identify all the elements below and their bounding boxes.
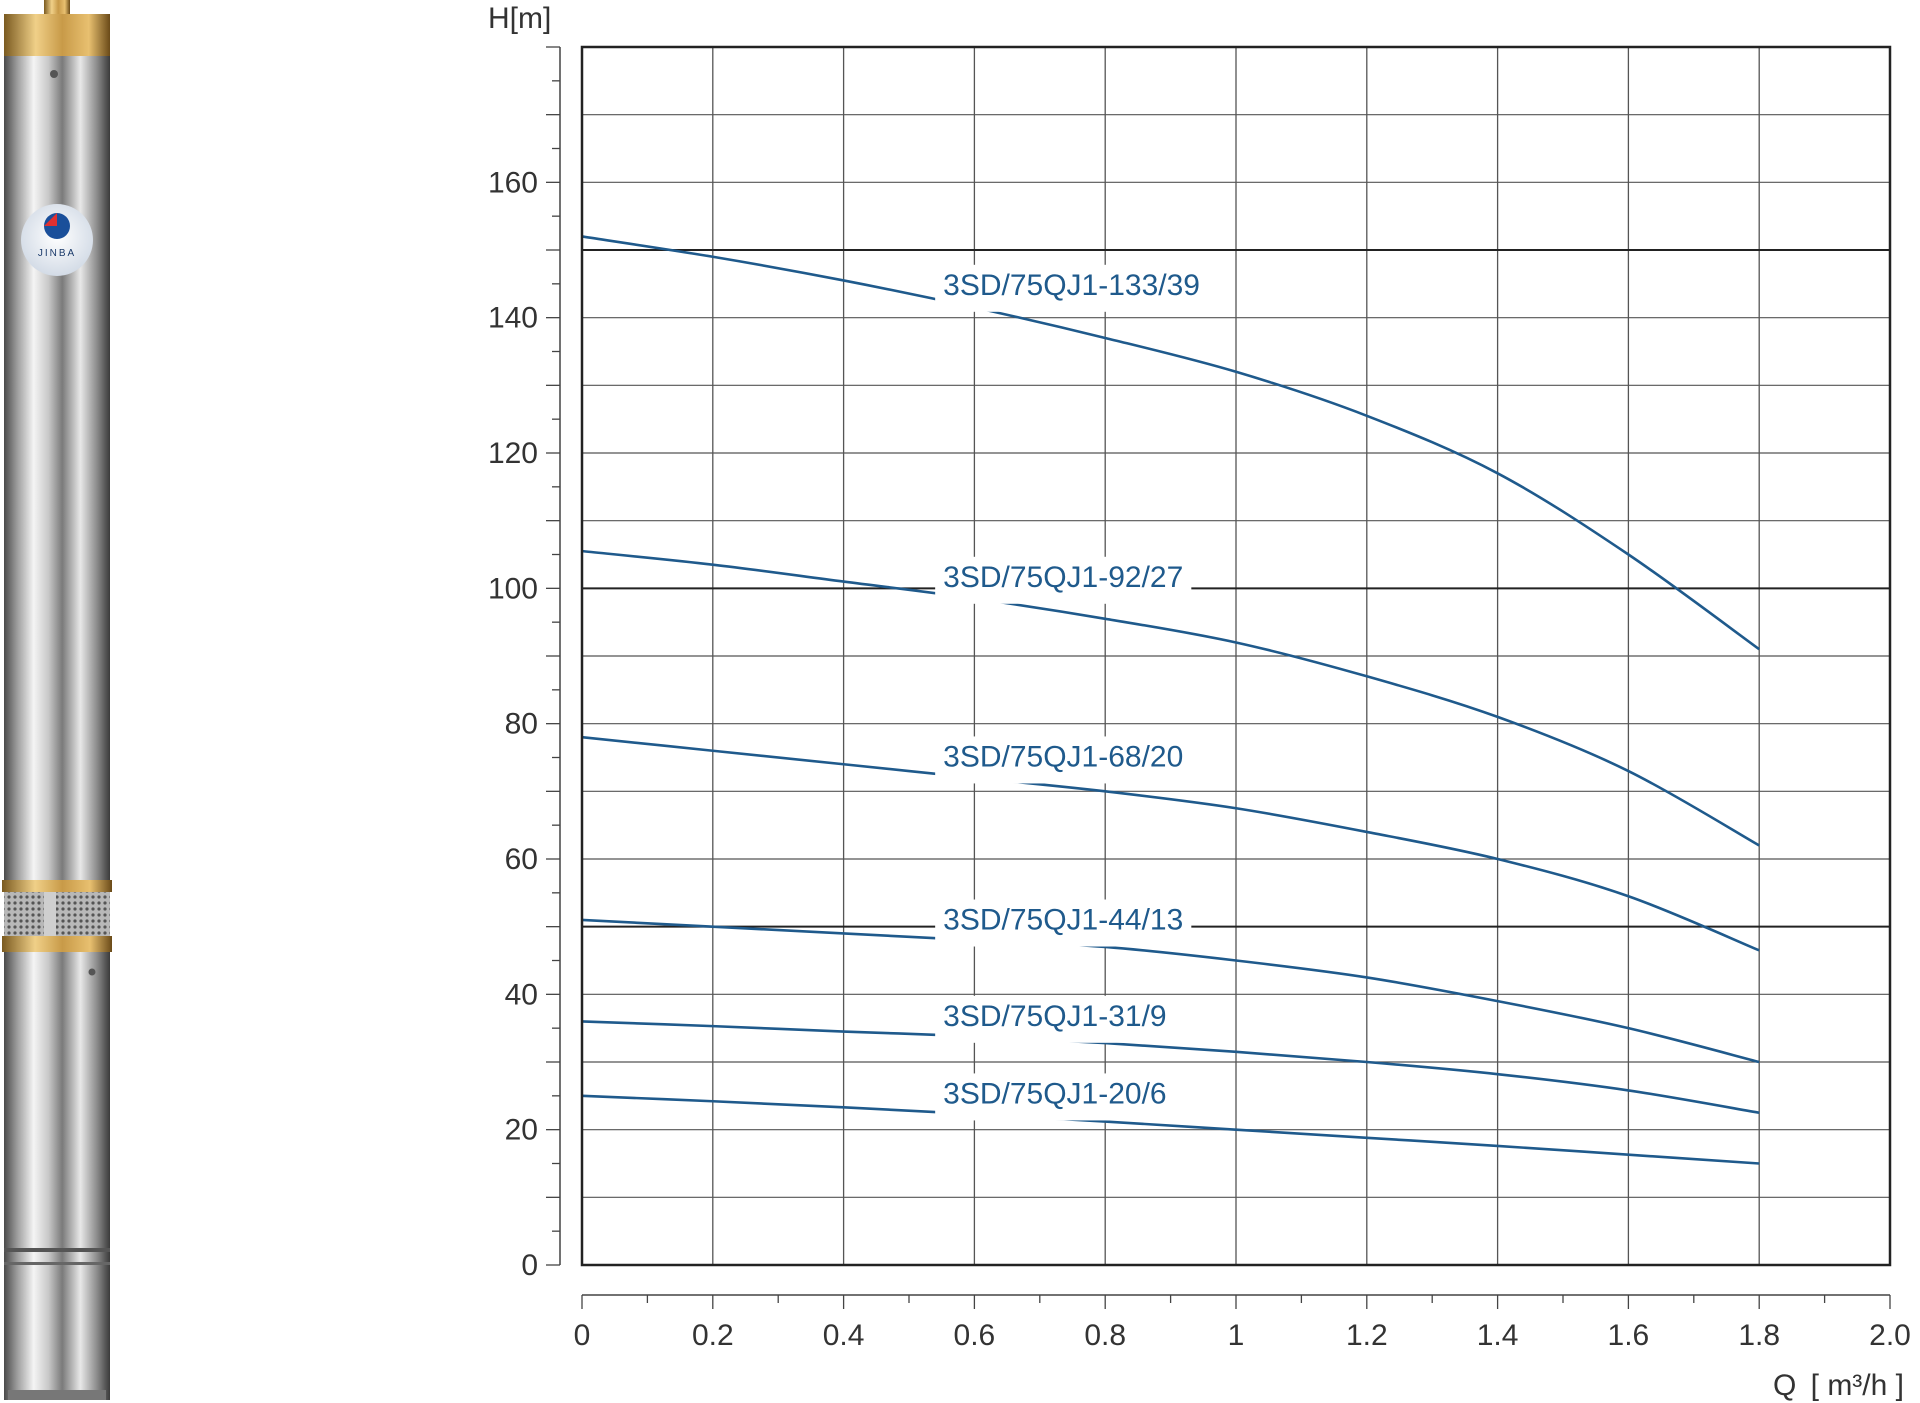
y-axis-title: H[m] <box>488 2 551 35</box>
x-tick-label: 1 <box>1228 1319 1245 1352</box>
motor-body <box>4 952 110 1400</box>
y-tick-label: 40 <box>505 978 538 1011</box>
y-tick-label: 160 <box>488 166 538 199</box>
pump-illustration: JINBA <box>2 0 112 1400</box>
logo-text: JINBA <box>38 248 76 259</box>
axes: 0 20 40 60 80 100 120 140 160 0 0.2 0.4 0.6 0.8 1 1.2 1.… <box>488 46 1911 1352</box>
x-axis-title: Q [ m³/h ] <box>1773 1369 1904 1402</box>
curve-label: 3SD/75QJ1-31/9 <box>943 1000 1166 1033</box>
curves <box>581 235 1760 1165</box>
curve-label: 3SD/75QJ1-68/20 <box>943 740 1183 773</box>
curve-label-bg <box>935 995 1175 1043</box>
plot-frame <box>580 45 1892 1267</box>
curve-label-bg <box>935 1073 1175 1121</box>
intake-screen <box>4 892 110 936</box>
curve-label-bg <box>935 556 1192 604</box>
x-tick-label: 0.4 <box>823 1319 865 1352</box>
curve-line <box>581 235 1760 651</box>
curve-line <box>581 1094 1760 1165</box>
curve-line <box>581 1020 1760 1115</box>
upper-brass-ring <box>2 880 112 892</box>
x-tick-label: 2.0 <box>1869 1319 1911 1352</box>
y-tick-label: 60 <box>505 843 538 876</box>
top-brass-cap <box>4 14 110 56</box>
curve-label-bg <box>935 899 1192 947</box>
x-tick-label: 1.8 <box>1738 1319 1780 1352</box>
curve-line <box>581 735 1760 952</box>
lower-brass-ring <box>2 936 112 952</box>
outlet-nipple <box>44 0 70 18</box>
curve-label: 3SD/75QJ1-20/6 <box>943 1077 1166 1110</box>
x-tick-label: 1.4 <box>1477 1319 1519 1352</box>
y-tick-label: 20 <box>505 1114 538 1147</box>
x-tick-label: 1.6 <box>1608 1319 1650 1352</box>
y-tick-label: 0 <box>521 1249 538 1282</box>
x-axis-title-unit: m³/h <box>1827 1369 1887 1402</box>
x-tick-label: 0.8 <box>1084 1319 1126 1352</box>
screw-icon <box>50 70 58 78</box>
logo-badge <box>21 204 93 276</box>
curve-label-bg <box>935 736 1192 784</box>
x-axis-title-prefix: Q <box>1773 1369 1796 1402</box>
x-tick-label: 1.2 <box>1346 1319 1388 1352</box>
curve-label: 3SD/75QJ1-92/27 <box>943 561 1183 594</box>
curve-label: 3SD/75QJ1-133/39 <box>943 269 1200 302</box>
y-tick-label: 100 <box>488 572 538 605</box>
x-tick-label: 0 <box>574 1319 591 1352</box>
curve-labels: 3SD/75QJ1-133/39 3SD/75QJ1-92/27 3SD/75QJ1… <box>935 264 1209 1121</box>
curve-line <box>581 549 1760 847</box>
curve-line <box>581 918 1760 1064</box>
grid <box>582 47 1890 1265</box>
y-tick-label: 120 <box>488 437 538 470</box>
screw-icon <box>88 968 96 976</box>
y-tick-label: 80 <box>505 708 538 741</box>
pump-body <box>4 56 110 886</box>
x-tick-label: 0.2 <box>692 1319 734 1352</box>
curve-label: 3SD/75QJ1-44/13 <box>943 904 1183 937</box>
curve-label-bg <box>935 264 1209 312</box>
x-tick-label: 0.6 <box>954 1319 996 1352</box>
y-tick-label: 140 <box>488 302 538 335</box>
